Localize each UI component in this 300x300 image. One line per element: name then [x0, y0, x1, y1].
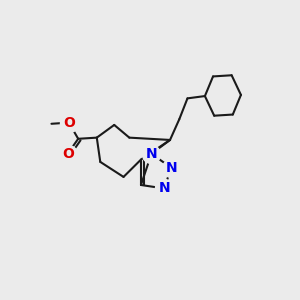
Text: N: N	[158, 182, 170, 196]
Text: O: O	[62, 147, 74, 161]
Text: N: N	[165, 161, 177, 175]
Text: N: N	[146, 147, 157, 161]
Text: O: O	[63, 116, 75, 130]
